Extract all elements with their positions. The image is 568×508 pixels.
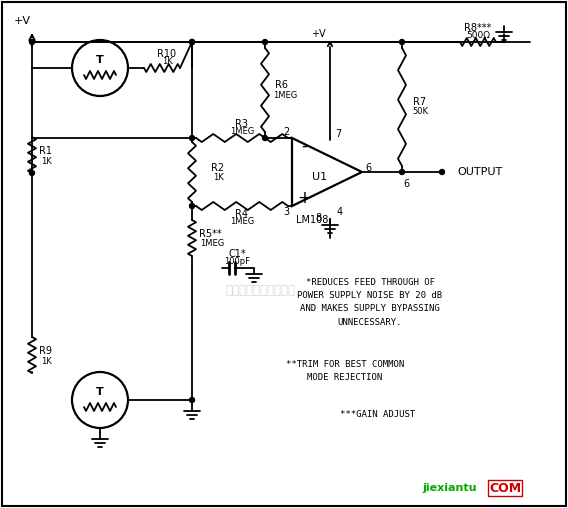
Text: 3: 3 bbox=[283, 207, 289, 217]
Circle shape bbox=[262, 136, 268, 141]
Text: 7: 7 bbox=[335, 129, 341, 139]
Text: T: T bbox=[96, 55, 104, 65]
Text: *REDUCES FEED THROUGH OF
POWER SUPPLY NOISE BY 20 dB
AND MAKES SUPPLY BYPASSING
: *REDUCES FEED THROUGH OF POWER SUPPLY NO… bbox=[298, 278, 442, 327]
Text: ***GAIN ADJUST: ***GAIN ADJUST bbox=[340, 410, 415, 419]
Circle shape bbox=[190, 204, 194, 208]
Text: 1MEG: 1MEG bbox=[230, 128, 254, 137]
Circle shape bbox=[440, 170, 445, 175]
Circle shape bbox=[190, 40, 194, 45]
Text: R9: R9 bbox=[40, 346, 52, 356]
Circle shape bbox=[30, 40, 35, 45]
Text: **TRIM FOR BEST COMMON
MODE REJECTION: **TRIM FOR BEST COMMON MODE REJECTION bbox=[286, 360, 404, 382]
Text: 2: 2 bbox=[283, 127, 289, 137]
Text: T: T bbox=[96, 387, 104, 397]
Text: U1: U1 bbox=[312, 172, 328, 182]
Text: 1K: 1K bbox=[162, 57, 172, 67]
Text: R2: R2 bbox=[211, 163, 224, 173]
Text: 1MEG: 1MEG bbox=[273, 90, 297, 100]
Text: C1*: C1* bbox=[228, 249, 246, 259]
Circle shape bbox=[399, 40, 404, 45]
Text: 杭州将睿科技有限公司: 杭州将睿科技有限公司 bbox=[225, 283, 295, 297]
Text: +: + bbox=[297, 189, 311, 207]
Text: 8: 8 bbox=[315, 213, 321, 223]
Text: +V: +V bbox=[14, 16, 31, 26]
Circle shape bbox=[399, 170, 404, 175]
Text: 1MEG: 1MEG bbox=[230, 217, 254, 227]
Circle shape bbox=[190, 397, 194, 402]
Text: R1: R1 bbox=[40, 146, 52, 156]
Text: R4: R4 bbox=[236, 209, 249, 219]
Circle shape bbox=[262, 40, 268, 45]
Text: 6: 6 bbox=[403, 179, 409, 189]
Text: R6: R6 bbox=[274, 80, 287, 90]
Circle shape bbox=[190, 136, 194, 141]
Circle shape bbox=[190, 40, 194, 45]
Text: 50K: 50K bbox=[412, 108, 428, 116]
Circle shape bbox=[30, 171, 35, 175]
Text: 1K: 1K bbox=[41, 357, 51, 365]
Text: 500Ω: 500Ω bbox=[466, 31, 490, 41]
Text: R3: R3 bbox=[236, 119, 249, 129]
Text: 4: 4 bbox=[337, 207, 343, 217]
Text: R10: R10 bbox=[157, 49, 177, 59]
Text: 6: 6 bbox=[365, 163, 371, 173]
Text: R5**: R5** bbox=[199, 229, 222, 239]
Text: 100pF: 100pF bbox=[224, 258, 250, 267]
Text: jiexiantu: jiexiantu bbox=[423, 483, 477, 493]
Text: R8***: R8*** bbox=[465, 23, 492, 33]
Text: 1K: 1K bbox=[212, 174, 223, 182]
Text: 1MEG: 1MEG bbox=[200, 239, 224, 248]
Text: +V: +V bbox=[311, 29, 325, 39]
Text: -: - bbox=[301, 137, 307, 155]
Text: 1K: 1K bbox=[41, 156, 51, 166]
Text: R7: R7 bbox=[414, 97, 427, 107]
Text: LM108: LM108 bbox=[296, 215, 328, 225]
Text: COM: COM bbox=[489, 482, 521, 494]
Text: OUTPUT: OUTPUT bbox=[457, 167, 502, 177]
